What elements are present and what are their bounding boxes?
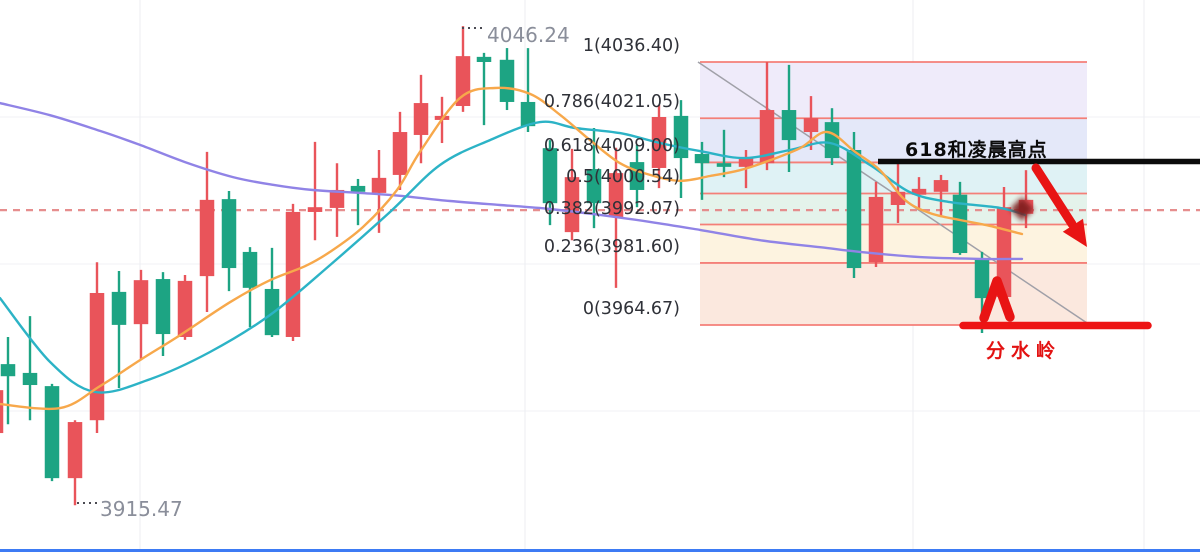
watershed-annotation-label: 分水岭 [986,340,1062,362]
resistance-annotation-label: 618和凌晨高点 [905,139,1048,161]
up-arrow [979,276,1015,323]
candle-body [520,101,536,127]
candle-body [22,372,38,386]
candle-body [221,199,237,269]
candle-body [974,258,990,299]
candle-body [392,132,408,175]
candle-body [759,110,775,164]
candle-body [307,207,323,212]
candle-body [803,118,819,133]
candle-body [133,280,149,325]
candle-body [199,199,215,277]
candle-body [89,292,105,421]
candle-body [846,149,862,269]
down-arrow-head [1062,218,1087,247]
candle-body [413,103,429,135]
candle-body [564,177,580,233]
candle-body [177,280,193,337]
fib-level-label: 0.5(4000.54) [566,167,680,188]
fib-level-label: 0.618(4009.00) [543,136,680,157]
ma-slow-purple [0,101,1024,261]
candle-body [911,188,927,195]
fib-band [700,262,1087,325]
candle-body [242,251,258,288]
candle-body [329,189,345,208]
bottom-edge-bar [0,549,1200,552]
candle-body [608,173,624,218]
candle-body [44,386,60,479]
candle-body [111,291,127,325]
fib-band [700,224,1087,263]
fib-level-label: 0(3964.67) [582,298,680,319]
candle-body [868,196,884,263]
fib-level-label: 0.382(3992.07) [543,198,680,219]
fib-level-label: 0.236(3981.60) [543,236,680,257]
candle-body [285,211,301,337]
candle-body [542,148,558,204]
candle-body [586,169,602,204]
candle-body [952,194,968,254]
candle-body [0,364,16,377]
fib-band [700,162,1087,194]
extreme-price-label: 3915.47 [100,497,183,521]
candle-body [781,110,797,141]
candle-body [0,390,4,434]
candle-body [67,422,83,479]
candle-body [738,156,754,167]
fib-level-label: 0.786(4021.05) [543,92,680,113]
fib-level-label: 1(4036.40) [582,36,680,56]
ma-fast-cyan [0,120,1027,394]
candle-body [499,59,515,102]
fib-band [700,62,1087,119]
ma-mid-orange [0,86,1024,411]
candle-body [350,185,366,192]
candle-body [824,122,840,159]
candle-body [155,279,171,335]
extreme-price-label: 4046.24 [487,23,570,47]
candle-body [716,163,732,167]
candle-body [694,154,710,164]
candle-body [371,177,387,193]
candle-body [933,180,949,192]
candle-body [476,56,492,62]
down-arrow-shaft [1031,163,1077,229]
